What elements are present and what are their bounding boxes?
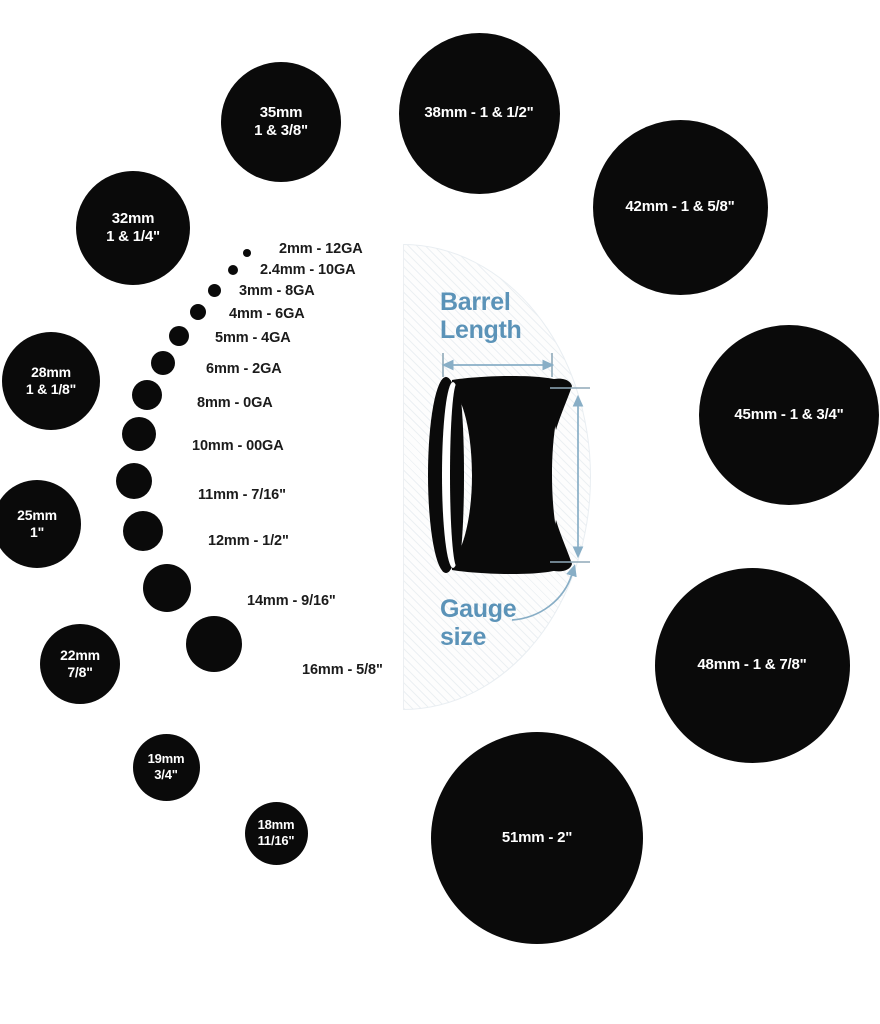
spiral-dot (243, 249, 251, 257)
size-circle-line1: 45mm - 1 & 3/4" (734, 405, 844, 423)
spiral-dot (228, 265, 238, 275)
size-circle: 42mm - 1 & 5/8" (592, 119, 768, 295)
size-circle-line2: 1 & 3/8" (254, 122, 308, 139)
spiral-dot (116, 463, 152, 499)
size-circle-line1: 28mm (31, 363, 71, 380)
size-circle-line1: 35mm (259, 103, 303, 121)
spiral-dot (123, 511, 163, 551)
gauge-size-line2: size (440, 623, 487, 651)
barrel-length-line2: Length (440, 316, 522, 344)
size-circle-line2: 11/16" (257, 833, 295, 848)
spiral-size-label: 5mm - 4GA (215, 330, 291, 346)
size-circle: 25mm 1" (0, 480, 81, 568)
gauge-size-label: Gauge size (440, 595, 517, 651)
size-circle-line1: 32mm (111, 209, 155, 227)
size-circle-line2: 1 & 1/4" (106, 228, 160, 245)
size-circle-line2: 1 & 1/8" (25, 381, 77, 397)
size-circle: 18mm 11/16" (244, 801, 308, 865)
spiral-size-label: 2.4mm - 10GA (260, 262, 356, 278)
barrel-length-line1: Barrel (440, 288, 511, 316)
spiral-size-label: 14mm - 9/16" (247, 593, 336, 609)
spiral-size-label: 16mm - 5/8" (302, 662, 383, 678)
size-circle: 32mm 1 & 1/4" (76, 171, 190, 285)
size-circle-line1: 19mm (147, 751, 185, 767)
size-circle: 38mm - 1 & 1/2" (398, 32, 560, 194)
spiral-dot (143, 564, 191, 612)
size-circle-line2: 7/8" (67, 664, 93, 680)
spiral-dot (186, 616, 242, 672)
spiral-size-label: 12mm - 1/2" (208, 533, 289, 549)
size-circle: 35mm 1 & 3/8" (221, 62, 341, 182)
spiral-size-label: 8mm - 0GA (197, 395, 273, 411)
spiral-size-label: 10mm - 00GA (192, 438, 284, 454)
spiral-dot (122, 417, 156, 451)
size-circle: 22mm 7/8" (40, 624, 120, 704)
size-circle-line1: 25mm (17, 506, 57, 523)
size-circle-line1: 38mm - 1 & 1/2" (424, 103, 534, 121)
size-circle-line1: 51mm - 2" (501, 828, 573, 846)
spiral-size-label: 11mm - 7/16" (198, 487, 286, 503)
gauge-size-line1: Gauge (440, 595, 517, 623)
spiral-dot (132, 380, 162, 410)
size-circle: 19mm 3/4" (132, 733, 200, 801)
tunnel-plug-illustration (428, 376, 572, 574)
size-circle-line1: 22mm (60, 646, 100, 663)
spiral-size-label: 4mm - 6GA (229, 306, 305, 322)
size-circle: 48mm - 1 & 7/8" (654, 567, 850, 763)
size-circle: 51mm - 2" (431, 732, 643, 944)
size-circle-line1: 42mm - 1 & 5/8" (625, 197, 735, 215)
size-circle-line2: 1" (29, 524, 45, 540)
spiral-dot (190, 304, 206, 320)
spiral-size-label: 3mm - 8GA (239, 283, 315, 299)
spiral-size-label: 6mm - 2GA (206, 361, 282, 377)
size-circle: 45mm - 1 & 3/4" (699, 325, 879, 505)
dimension-arrows (441, 353, 590, 621)
spiral-dot (169, 326, 189, 346)
barrel-length-label: Barrel Length (440, 288, 522, 344)
size-circle-line2: 3/4" (154, 767, 178, 782)
size-circle-line1: 48mm - 1 & 7/8" (697, 655, 807, 673)
size-circle: 28mm 1 & 1/8" (2, 332, 100, 430)
spiral-dot (207, 283, 221, 297)
spiral-size-label: 2mm - 12GA (279, 241, 363, 257)
spiral-dot (151, 351, 175, 375)
size-circle-line1: 18mm (257, 817, 295, 833)
